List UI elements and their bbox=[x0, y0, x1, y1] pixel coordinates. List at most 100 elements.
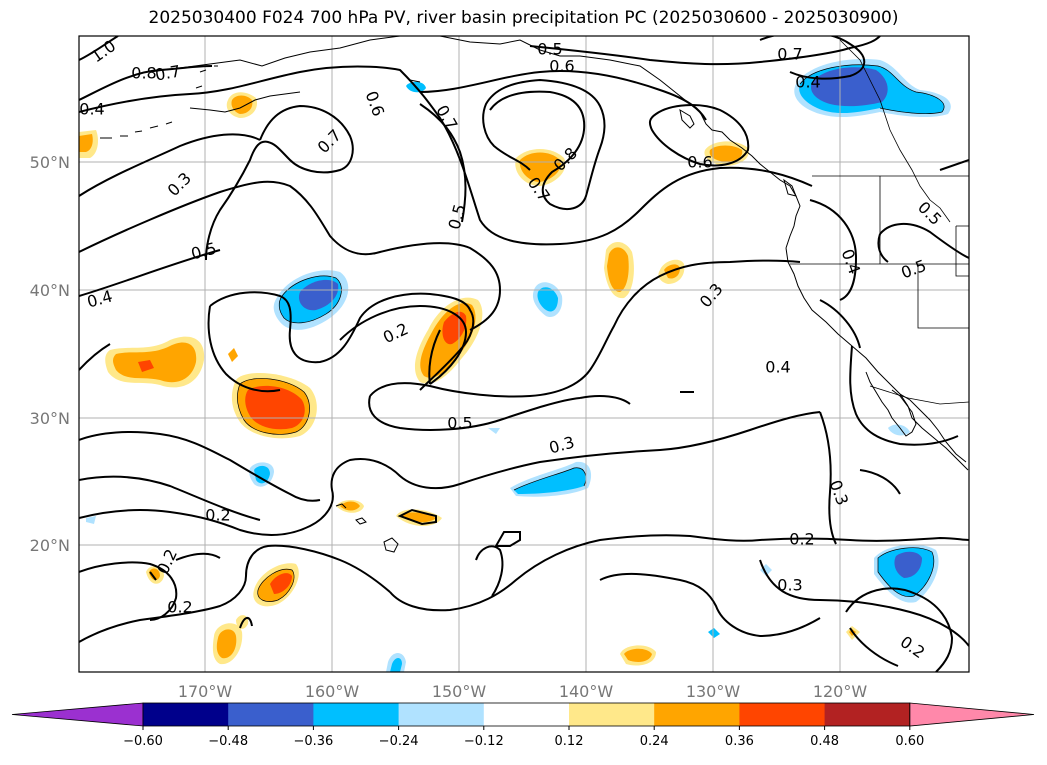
precip-blob bbox=[138, 360, 154, 372]
border-state bbox=[955, 225, 969, 277]
contour-line bbox=[79, 65, 213, 101]
colorbar-tick-label: −0.24 bbox=[379, 734, 419, 749]
contour-line bbox=[79, 65, 813, 246]
contour-label-text: 0.5 bbox=[537, 40, 562, 59]
longitude-labels: 170°W 160°W 150°W 140°W 130°W 120°W bbox=[178, 682, 868, 701]
contour-line bbox=[475, 545, 504, 597]
negative-precip-shading bbox=[86, 59, 951, 672]
colorbar-tick-label: 0.12 bbox=[555, 734, 584, 749]
contour-label: 0.5 bbox=[447, 414, 472, 433]
shading-outline bbox=[278, 275, 342, 324]
precip-blob bbox=[514, 467, 586, 494]
colorbar-segment bbox=[143, 703, 229, 726]
colorbar-border bbox=[142, 702, 911, 727]
precip-blob bbox=[607, 247, 629, 292]
contour-line bbox=[759, 559, 969, 647]
coastline bbox=[195, 65, 218, 89]
lon-label: 160°W bbox=[305, 682, 360, 701]
colorbar-segment bbox=[569, 703, 655, 726]
contour-line bbox=[849, 345, 959, 446]
coastline bbox=[383, 537, 399, 553]
contour-label-text: 0.5 bbox=[447, 414, 472, 433]
contour-label-text: 0.6 bbox=[687, 153, 712, 172]
colorbar-tick-label: 0.24 bbox=[640, 734, 669, 749]
contour-line bbox=[419, 103, 467, 223]
coastlines bbox=[100, 36, 969, 553]
coastline bbox=[899, 393, 967, 463]
colorbar-tick-label: −0.12 bbox=[464, 734, 504, 749]
precip-blob bbox=[149, 568, 160, 581]
coastline bbox=[679, 108, 695, 129]
map-border bbox=[78, 35, 970, 673]
contour-label: 0.7 bbox=[154, 61, 182, 84]
contour-line bbox=[175, 552, 221, 561]
contour-line bbox=[529, 36, 881, 66]
colorbar-segment bbox=[824, 703, 911, 726]
contour-line bbox=[648, 104, 750, 167]
contour-label: 0.8 bbox=[131, 64, 156, 83]
contour-label-text: 0.2 bbox=[205, 506, 230, 525]
contour-line bbox=[79, 431, 321, 502]
contour-line bbox=[79, 180, 502, 331]
colorbar-segment bbox=[654, 703, 740, 726]
coastline bbox=[907, 405, 969, 471]
contour-line bbox=[79, 544, 391, 643]
contour-label: 0.4 bbox=[765, 358, 790, 377]
contour-label: 0.2 bbox=[167, 598, 192, 617]
contour-label: 0.2 bbox=[205, 506, 230, 525]
contour-line bbox=[79, 249, 221, 297]
precip-blob bbox=[888, 424, 910, 436]
contour-line bbox=[845, 587, 954, 672]
colorbar-tick-label: −0.36 bbox=[293, 734, 333, 749]
contour-label: 0.6 bbox=[549, 57, 574, 76]
contour-line bbox=[859, 469, 901, 495]
contour-line bbox=[419, 69, 707, 121]
contour-line bbox=[205, 104, 354, 261]
lat-label: 30°N bbox=[30, 409, 70, 428]
precip-blob bbox=[113, 342, 197, 383]
colorbar-tick-label: 0.48 bbox=[810, 734, 839, 749]
precip-blob bbox=[254, 465, 270, 484]
colorbar-tick-label: −0.48 bbox=[208, 734, 248, 749]
contour-label-text: 0.2 bbox=[167, 598, 192, 617]
contour-label: 0.7 bbox=[777, 45, 802, 64]
contour-label-text: 0.4 bbox=[79, 100, 104, 119]
precip-blob bbox=[894, 551, 922, 578]
contour-label-text: 0.4 bbox=[765, 358, 790, 377]
contour-line bbox=[79, 411, 821, 536]
precip-blob bbox=[270, 573, 292, 594]
colorbar-tick-label: −0.60 bbox=[123, 734, 163, 749]
precip-blob bbox=[216, 629, 237, 659]
shading-outline bbox=[799, 64, 945, 114]
contour-line bbox=[809, 199, 858, 301]
positive-precip-shading bbox=[79, 92, 860, 666]
borders bbox=[790, 39, 969, 405]
precip-blob bbox=[228, 348, 238, 362]
contour-line bbox=[579, 395, 631, 405]
coastline bbox=[439, 36, 691, 105]
coastline bbox=[355, 517, 367, 525]
contour-line bbox=[939, 159, 969, 171]
coastline bbox=[100, 121, 173, 139]
contour-label-text: 0.7 bbox=[777, 45, 802, 64]
contour-label-text: 0.3 bbox=[777, 576, 802, 595]
contour-line bbox=[368, 395, 581, 431]
coastline bbox=[335, 503, 347, 509]
coastline bbox=[783, 178, 797, 197]
border-state bbox=[839, 39, 951, 223]
colorbar-segment bbox=[228, 703, 314, 726]
colorbar-tick-label: 0.36 bbox=[725, 734, 754, 749]
contour-label: 0.4 bbox=[79, 100, 104, 119]
colorbar-segment bbox=[313, 703, 400, 726]
lon-label: 140°W bbox=[559, 682, 614, 701]
border-mexico bbox=[869, 385, 969, 405]
shading-outline bbox=[257, 568, 295, 602]
contour-line bbox=[369, 259, 801, 398]
pv-contours bbox=[79, 36, 969, 672]
contour-label-text: 0.7 bbox=[154, 61, 182, 84]
lon-label: 120°W bbox=[813, 682, 868, 701]
contour-line bbox=[482, 78, 606, 211]
precip-blob bbox=[86, 516, 96, 524]
precip-blob bbox=[488, 428, 500, 434]
contour-line bbox=[79, 475, 261, 521]
